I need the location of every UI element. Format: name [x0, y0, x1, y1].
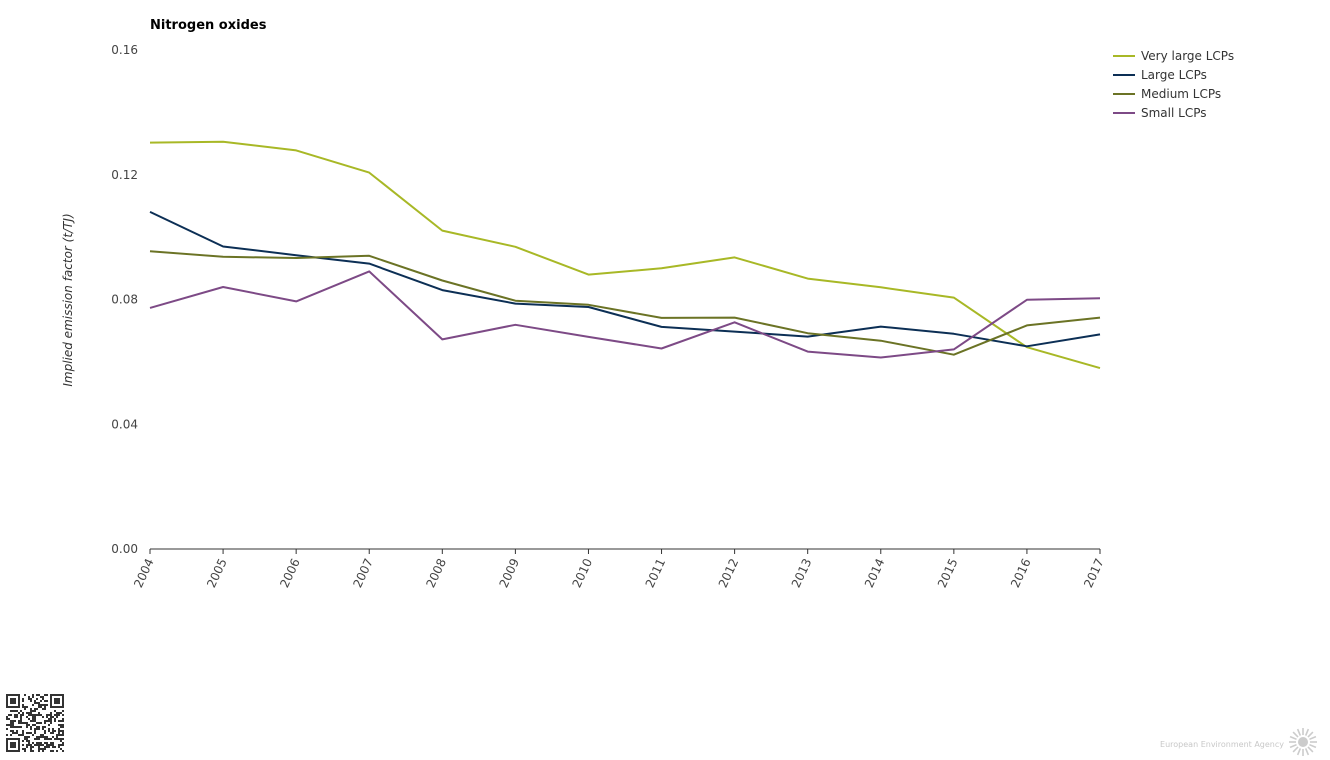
x-tick-label: 2008	[423, 556, 449, 590]
y-axis: 0.00 0.04 0.08 0.12 0.16	[111, 43, 138, 556]
legend-item[interactable]: Small LCPs	[1113, 106, 1206, 120]
x-tick-label: 2013	[789, 556, 815, 590]
series-line-medium-lcps	[149, 250, 1101, 356]
y-tick-label: 0.04	[111, 417, 138, 431]
y-tick-label: 0.12	[111, 168, 138, 182]
chart-title: Nitrogen oxides	[150, 18, 267, 33]
legend-item[interactable]: Large LCPs	[1113, 68, 1207, 82]
legend: Very large LCPs Large LCPs Medium LCPs Smal…	[1113, 49, 1234, 120]
x-tick-label: 2006	[277, 556, 303, 590]
series-line-very-large-lcps	[149, 140, 1101, 370]
series-line-large-lcps	[149, 210, 1101, 348]
legend-label: Large LCPs	[1141, 68, 1207, 82]
footer-brand: European Environment Agency	[1160, 740, 1284, 749]
x-tick-label: 2010	[570, 556, 596, 590]
x-tick-label: 2012	[716, 556, 742, 590]
x-tick-label: 2004	[131, 556, 157, 590]
series-line-small-lcps	[149, 270, 1101, 359]
legend-label: Small LCPs	[1141, 106, 1206, 120]
plot-area	[149, 140, 1101, 370]
x-tick-label: 2007	[350, 556, 376, 590]
y-tick-label: 0.08	[111, 293, 138, 307]
legend-item[interactable]: Very large LCPs	[1113, 49, 1234, 63]
legend-label: Very large LCPs	[1141, 49, 1234, 63]
y-tick-label: 0.16	[111, 43, 138, 57]
x-tick-label: 2016	[1008, 556, 1034, 590]
x-tick-label: 2014	[862, 556, 888, 590]
x-tick-label: 2015	[935, 556, 961, 590]
legend-label: Medium LCPs	[1141, 87, 1221, 101]
y-tick-label: 0.00	[111, 542, 138, 556]
x-tick-label: 2009	[497, 556, 523, 590]
qr-code-icon	[6, 694, 64, 752]
legend-item[interactable]: Medium LCPs	[1113, 87, 1221, 101]
y-axis-label: Implied emission factor (t/TJ)	[61, 213, 75, 386]
eea-sun-icon	[1289, 728, 1317, 756]
x-tick-label: 2005	[204, 556, 230, 590]
x-axis: 2004 2005 2006 2007 2008 2009 2010 2011 2012 2013…	[131, 549, 1107, 590]
x-tick-label: 2011	[643, 556, 669, 590]
x-tick-label: 2017	[1081, 556, 1107, 590]
